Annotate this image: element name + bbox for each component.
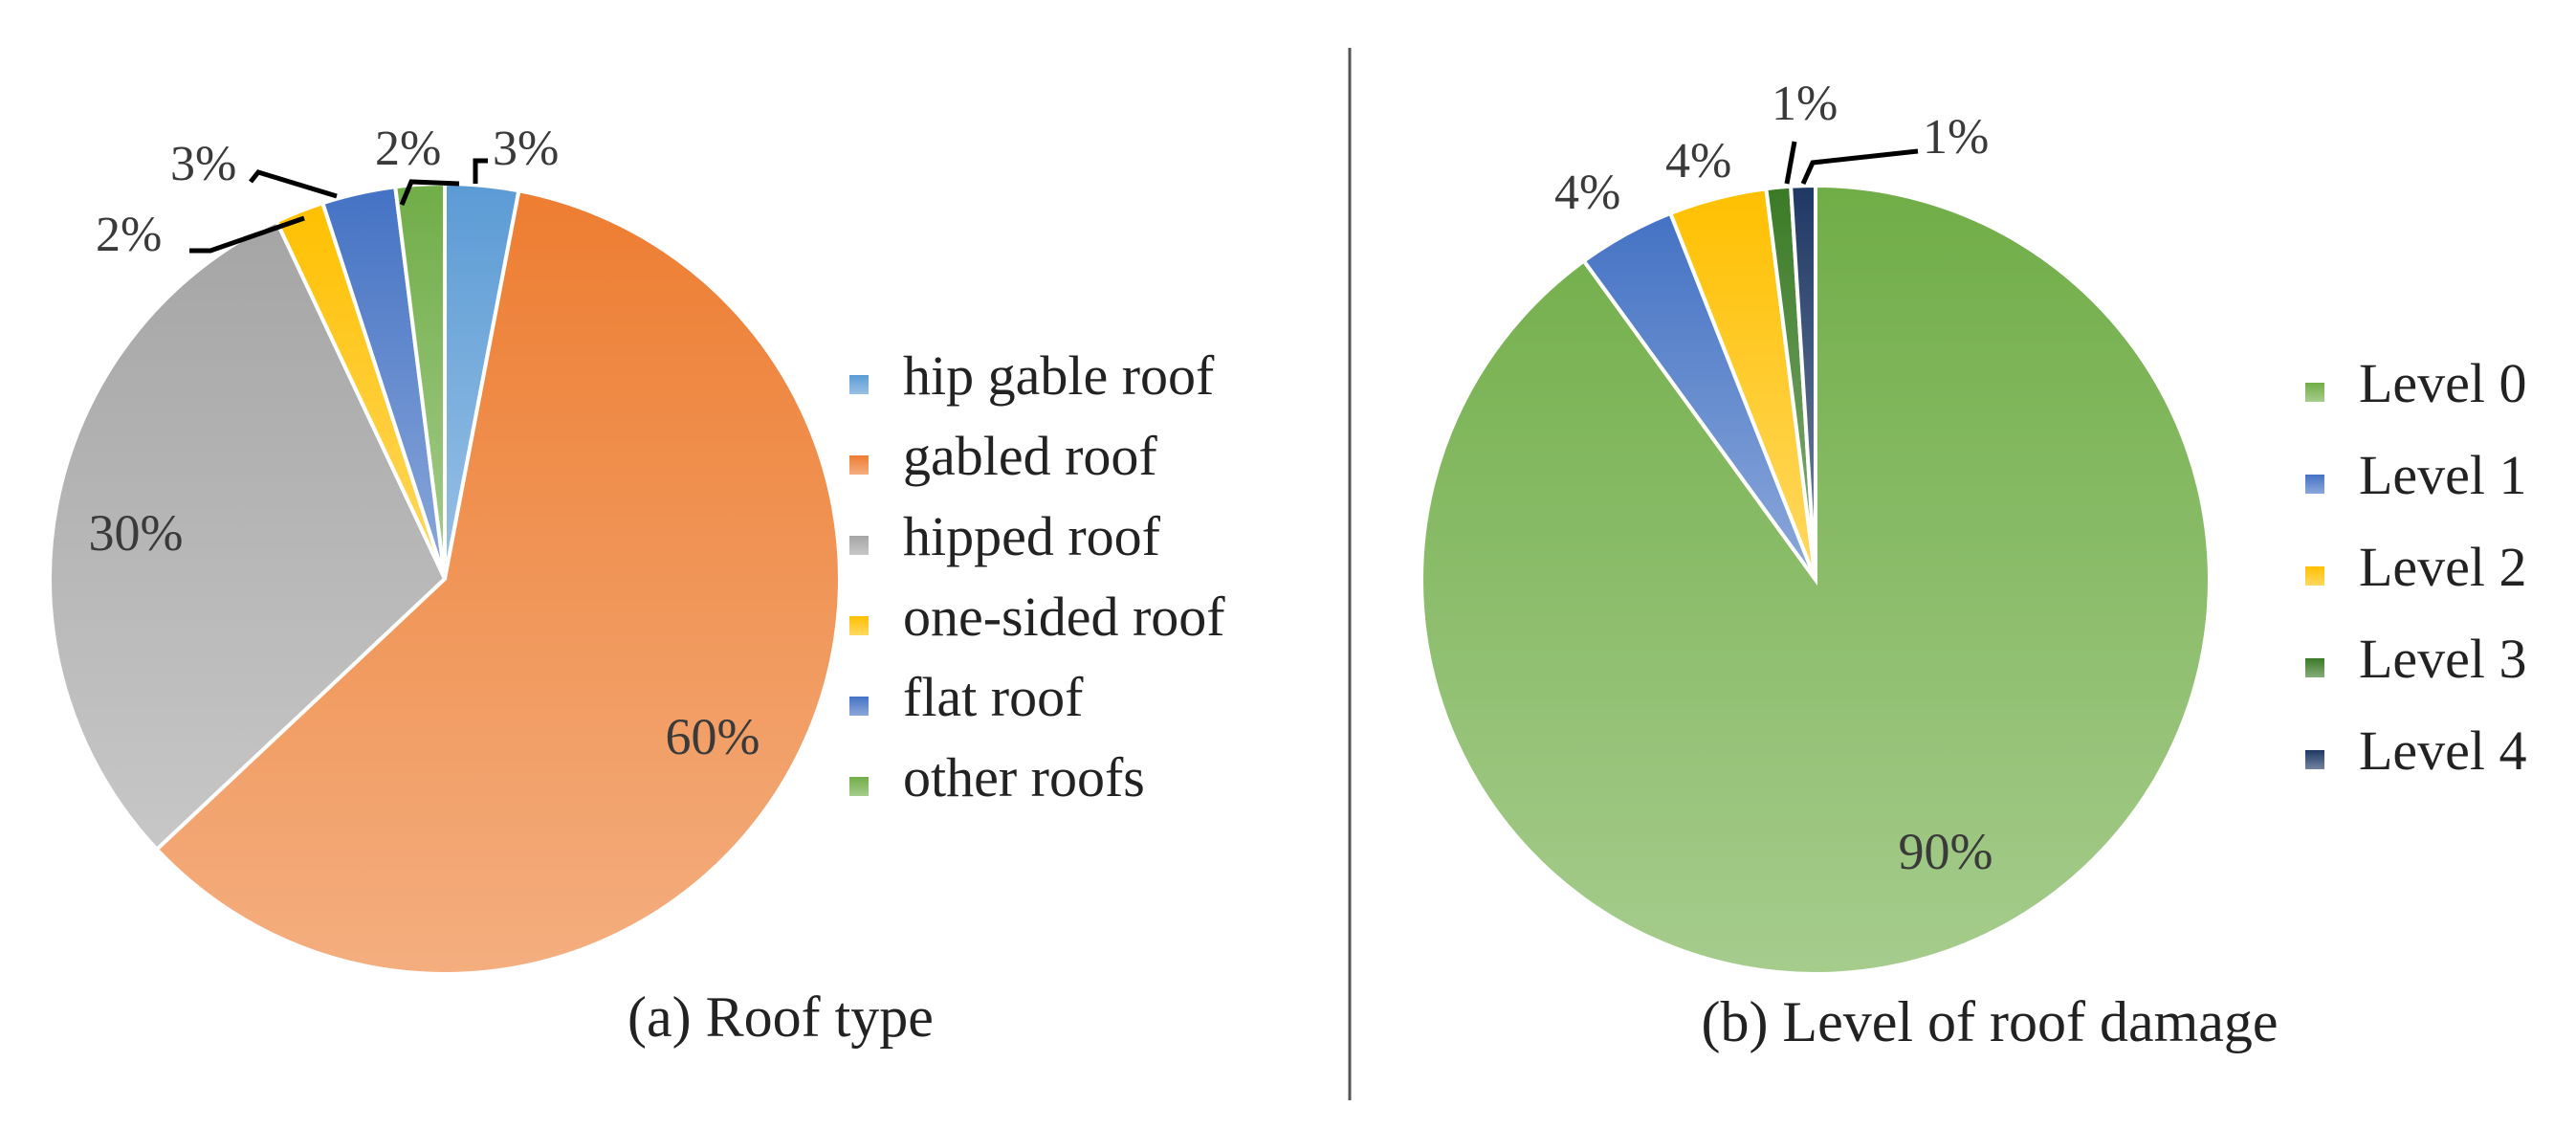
legend-label: Level 3	[2359, 628, 2527, 690]
legend-label: one-sided roof	[903, 586, 1225, 648]
data-label: 1%	[1772, 77, 1838, 131]
leader-line	[1800, 148, 1919, 186]
legend-swatch	[849, 616, 869, 635]
leader-line	[399, 179, 460, 206]
data-label: 2%	[96, 208, 162, 262]
legend-label: other roofs	[903, 746, 1145, 808]
data-label: 4%	[1665, 134, 1731, 188]
legend-roof-damage: Level 0 Level 1 Level 2 Level 3 Level 4	[2305, 352, 2527, 782]
data-label: 4%	[1554, 166, 1620, 220]
chart-caption: (a) Roof type	[627, 985, 934, 1049]
legend-swatch	[2305, 475, 2324, 494]
data-label: 3%	[493, 122, 559, 176]
legend-swatch	[849, 697, 869, 716]
legend-label: hip gable roof	[903, 344, 1215, 407]
legend-label: Level 4	[2359, 719, 2527, 782]
legend-swatch	[849, 375, 869, 394]
legend-label: flat roof	[903, 666, 1084, 728]
leader-line	[1784, 141, 1797, 185]
legend-label: Level 1	[2359, 444, 2527, 506]
chart-roof-type: 3% 60% 30% 2% 3% 2% hip gable roof gabled…	[48, 122, 1225, 1049]
legend-swatch	[2305, 566, 2324, 586]
leader-line	[249, 169, 338, 199]
pie-slices-roof-type	[48, 181, 842, 977]
pie-slices-roof-damage	[1419, 183, 2212, 976]
legend-label: gabled roof	[903, 425, 1157, 487]
pie-slice	[154, 188, 842, 977]
leader-line	[189, 215, 305, 254]
data-label: 1%	[1923, 110, 1989, 165]
legend-roof-type: hip gable roof gabled roof hipped roof one-…	[849, 344, 1225, 808]
data-label: 60%	[666, 708, 760, 765]
pie-slice	[1789, 183, 1817, 581]
legend-swatch	[2305, 750, 2324, 769]
leader-lines-roof-damage	[1784, 141, 1919, 186]
legend-swatch	[849, 777, 869, 796]
legend-swatch	[849, 536, 869, 555]
legend-label: Level 0	[2359, 352, 2527, 414]
chart-caption: (b) Level of roof damage	[1701, 990, 2278, 1053]
data-label: 3%	[170, 137, 236, 191]
pie-slice	[48, 218, 448, 852]
legend-swatch	[2305, 383, 2324, 402]
leader-line	[473, 158, 488, 184]
legend-label: hipped roof	[903, 505, 1161, 567]
data-label: 2%	[375, 122, 441, 176]
data-label: 30%	[89, 504, 184, 562]
legend-swatch	[849, 455, 869, 475]
legend-swatch	[2305, 658, 2324, 677]
leader-lines-roof-type	[189, 158, 488, 254]
data-label: 90%	[1899, 823, 1993, 880]
legend-label: Level 2	[2359, 536, 2527, 598]
